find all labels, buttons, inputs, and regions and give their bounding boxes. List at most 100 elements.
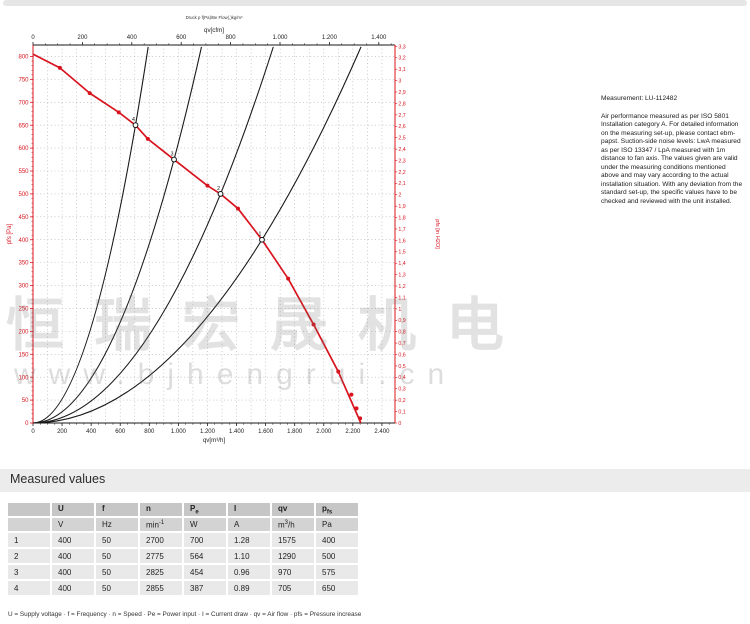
table-cell: 700 [184, 533, 226, 547]
svg-text:1.200: 1.200 [322, 35, 338, 41]
svg-text:qv[m³/h]: qv[m³/h] [203, 437, 226, 444]
svg-text:0: 0 [398, 421, 401, 427]
table-row: 4 400 50 2855 387 0.89 705 650 [8, 581, 358, 595]
table-cell: 2700 [140, 533, 182, 547]
measurement-paragraph: Air performance measured as per ISO 5801… [601, 112, 743, 205]
svg-text:2,3: 2,3 [398, 158, 405, 164]
svg-text:0,4: 0,4 [398, 375, 405, 381]
curve-marker [205, 183, 210, 188]
unit-cell [8, 518, 50, 531]
table-cell: 0.96 [228, 565, 270, 579]
table-cell: 1290 [272, 549, 314, 563]
svg-text:0,9: 0,9 [398, 318, 405, 324]
measurement-id: Measurement: LU-112482 [601, 95, 678, 102]
svg-text:750: 750 [18, 77, 29, 83]
svg-text:2,6: 2,6 [398, 124, 405, 130]
curve-marker [286, 276, 291, 281]
svg-text:600: 600 [18, 146, 29, 152]
col-header-voltage: U [52, 503, 94, 516]
system-curve [32, 46, 274, 424]
svg-text:200: 200 [77, 35, 88, 41]
measurement-notes: Measurement: LU-112482 Air performance m… [601, 95, 745, 206]
svg-text:0,1: 0,1 [398, 409, 405, 415]
svg-text:200: 200 [18, 329, 29, 335]
table-cell: 970 [272, 565, 314, 579]
table-cell: 50 [96, 533, 138, 547]
unit-cell: Pa [316, 518, 358, 531]
table-cell: 50 [96, 581, 138, 595]
system-curve [32, 46, 203, 424]
table-legend: U = Supply voltage · f = Frequency · n =… [8, 611, 362, 618]
svg-text:Druck p f(Pa)/Be Flow(,)kg/m³: Druck p f(Pa)/Be Flow(,)kg/m³ [186, 15, 243, 20]
unit-cell: Hz [96, 518, 138, 531]
svg-text:800: 800 [144, 429, 155, 435]
svg-text:2,4: 2,4 [398, 147, 405, 153]
performance-chart-svg: 0 200 400 600 800 1.000 1.200 1.400 1.600 1.800 2.… [7, 15, 440, 444]
table-cell: 2 [8, 549, 50, 563]
svg-text:1,1: 1,1 [398, 295, 405, 301]
measured-values-table: U f n Pe I qv pfs V Hz min-1 W A m3/h Pa… [6, 501, 360, 597]
measured-values-header-bar [0, 469, 750, 492]
svg-text:0: 0 [31, 35, 35, 41]
unit-cell: W [184, 518, 226, 531]
svg-text:1: 1 [398, 307, 401, 313]
table-row: 3 400 50 2825 454 0.96 970 575 [8, 565, 358, 579]
curve-marker [116, 110, 121, 115]
svg-text:1.200: 1.200 [200, 429, 216, 435]
svg-text:600: 600 [115, 429, 126, 435]
table-cell: 400 [316, 533, 358, 547]
svg-text:2,8: 2,8 [398, 101, 405, 107]
table-header-row: U f n Pe I qv pfs [8, 503, 358, 516]
table-cell: 2825 [140, 565, 182, 579]
svg-text:400: 400 [86, 429, 97, 435]
table-cell: 400 [52, 533, 94, 547]
svg-text:3,3: 3,3 [398, 44, 405, 50]
svg-text:650: 650 [18, 123, 29, 129]
svg-text:2.400: 2.400 [374, 429, 390, 435]
table-cell: 3 [8, 565, 50, 579]
svg-text:3: 3 [398, 79, 401, 85]
svg-text:1.600: 1.600 [258, 429, 274, 435]
table-units-row: V Hz min-1 W A m3/h Pa [8, 518, 358, 531]
svg-text:2.000: 2.000 [316, 429, 332, 435]
curve-marker [311, 322, 316, 327]
curve-marker [145, 136, 150, 141]
svg-text:pfs [Pa]: pfs [Pa] [7, 223, 13, 244]
svg-text:500: 500 [18, 192, 29, 198]
svg-text:400: 400 [127, 35, 138, 41]
table-cell: 400 [52, 565, 94, 579]
table-row: 1 400 50 2700 700 1.28 1575 400 [8, 533, 358, 547]
table-cell: 50 [96, 565, 138, 579]
svg-text:0: 0 [31, 429, 35, 435]
table-cell: 50 [96, 549, 138, 563]
svg-text:2,7: 2,7 [398, 113, 405, 119]
svg-text:250: 250 [18, 307, 29, 313]
svg-text:700: 700 [18, 100, 29, 106]
svg-text:800: 800 [18, 55, 29, 61]
table-cell: 2775 [140, 549, 182, 563]
svg-text:0,8: 0,8 [398, 330, 405, 336]
svg-text:1.400: 1.400 [229, 429, 245, 435]
svg-text:200: 200 [57, 429, 68, 435]
svg-text:2,9: 2,9 [398, 90, 405, 96]
col-header-pressure: pfs [316, 503, 358, 516]
svg-text:2,1: 2,1 [398, 181, 405, 187]
horizontal-scrollbar[interactable] [3, 0, 747, 6]
svg-text:1,3: 1,3 [398, 273, 405, 279]
table-cell: 1.28 [228, 533, 270, 547]
svg-text:3,2: 3,2 [398, 56, 405, 62]
svg-text:4: 4 [132, 117, 135, 123]
svg-text:1.800: 1.800 [287, 429, 303, 435]
svg-text:550: 550 [18, 169, 29, 175]
svg-text:2,2: 2,2 [398, 170, 405, 176]
svg-text:50: 50 [22, 398, 29, 404]
svg-text:0: 0 [25, 421, 29, 427]
unit-cell: m3/h [272, 518, 314, 531]
table-cell: 500 [316, 549, 358, 563]
curve-marker [235, 206, 240, 211]
col-header-power: Pe [184, 503, 226, 516]
table-cell: 400 [52, 549, 94, 563]
operating-points: 1 2 3 4 [132, 117, 265, 243]
col-header-index [8, 503, 50, 516]
measured-values-title: Measured values [10, 472, 106, 486]
